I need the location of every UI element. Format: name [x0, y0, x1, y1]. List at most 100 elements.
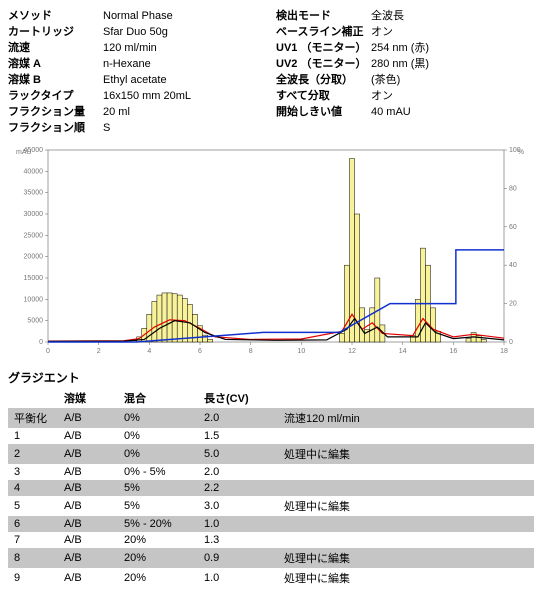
gradient-row: 3A/B0% - 5%2.0 — [8, 464, 534, 480]
param-value: Normal Phase — [103, 8, 266, 24]
gradient-cell: 平衡化 — [8, 408, 58, 428]
gradient-cell: 0% — [118, 428, 198, 444]
gradient-cell: 3.0 — [198, 496, 278, 516]
parameters-block: メソッドNormal PhaseカートリッジSfar Duo 50g流速120 … — [8, 8, 534, 136]
svg-text:15000: 15000 — [24, 275, 44, 282]
gradient-cell: 3 — [8, 464, 58, 480]
svg-text:10: 10 — [297, 348, 305, 355]
gradient-cell: A/B — [58, 428, 118, 444]
gradient-cell: 5.0 — [198, 444, 278, 464]
param-row: 開始しきい値40 mAU — [276, 104, 534, 120]
param-label: フラクション順 — [8, 120, 103, 136]
gradient-cell: 1.3 — [198, 532, 278, 548]
gradient-cell: A/B — [58, 444, 118, 464]
svg-text:14: 14 — [399, 348, 407, 355]
gradient-row: 9A/B20%1.0処理中に編集 — [8, 568, 534, 588]
gradient-cell: 処理中に編集 — [278, 496, 534, 516]
gradient-cell: A/B — [58, 516, 118, 532]
gradient-cell: 0% — [118, 408, 198, 428]
gradient-cell: A/B — [58, 548, 118, 568]
gradient-cell: 2.0 — [198, 464, 278, 480]
svg-text:60: 60 — [509, 224, 517, 231]
param-label: すべて分取 — [276, 88, 371, 104]
chromatogram-chart: 0500010000150002000025000300003500040000… — [8, 140, 534, 363]
gradient-cell: 4 — [8, 480, 58, 496]
gradient-cell: 5% — [118, 496, 198, 516]
gradient-col-header — [278, 388, 534, 408]
param-value: 280 nm (黒) — [371, 56, 534, 72]
param-row: ベースライン補正オン — [276, 24, 534, 40]
param-row: ラックタイプ16x150 mm 20mL — [8, 88, 266, 104]
svg-text:16: 16 — [449, 348, 457, 355]
gradient-col-header: 溶媒 — [58, 388, 118, 408]
gradient-cell: 6 — [8, 516, 58, 532]
param-value: 16x150 mm 20mL — [103, 88, 266, 104]
svg-text:5000: 5000 — [27, 318, 43, 325]
param-row: フラクション順S — [8, 120, 266, 136]
param-value: 全波長 — [371, 8, 534, 24]
gradient-col-header — [8, 388, 58, 408]
param-label: 検出モード — [276, 8, 371, 24]
gradient-cell: 処理中に編集 — [278, 568, 534, 588]
gradient-cell: A/B — [58, 496, 118, 516]
gradient-row: 4A/B5%2.2 — [8, 480, 534, 496]
svg-text:2: 2 — [97, 348, 101, 355]
param-label: 流速 — [8, 40, 103, 56]
svg-text:0: 0 — [39, 339, 43, 346]
param-row: 流速120 ml/min — [8, 40, 266, 56]
svg-text:35000: 35000 — [24, 190, 44, 197]
gradient-col-header: 混合 — [118, 388, 198, 408]
gradient-row: 8A/B20%0.9処理中に編集 — [8, 548, 534, 568]
svg-text:4: 4 — [147, 348, 151, 355]
svg-text:6: 6 — [198, 348, 202, 355]
gradient-cell: 9 — [8, 568, 58, 588]
param-label: カートリッジ — [8, 24, 103, 40]
param-value: Sfar Duo 50g — [103, 24, 266, 40]
param-value: 254 nm (赤) — [371, 40, 534, 56]
gradient-cell: 0% - 5% — [118, 464, 198, 480]
gradient-cell: 処理中に編集 — [278, 548, 534, 568]
param-row: 溶媒 An-Hexane — [8, 56, 266, 72]
gradient-cell: 2.2 — [198, 480, 278, 496]
param-row: メソッドNormal Phase — [8, 8, 266, 24]
svg-text:18: 18 — [500, 348, 508, 355]
gradient-cell: A/B — [58, 408, 118, 428]
svg-text:80: 80 — [509, 185, 517, 192]
gradient-cell — [278, 516, 534, 532]
param-row: UV1 （モニター）254 nm (赤) — [276, 40, 534, 56]
param-value: S — [103, 120, 266, 136]
svg-text:25000: 25000 — [24, 232, 44, 239]
param-value: オン — [371, 88, 534, 104]
param-value: n-Hexane — [103, 56, 266, 72]
gradient-cell: 20% — [118, 532, 198, 548]
svg-text:12: 12 — [348, 348, 356, 355]
gradient-cell: A/B — [58, 532, 118, 548]
param-label: UV1 （モニター） — [276, 40, 371, 56]
gradient-cell: 流速120 ml/min — [278, 408, 534, 428]
gradient-cell: 0.9 — [198, 548, 278, 568]
gradient-row: 平衡化A/B0%2.0流速120 ml/min — [8, 408, 534, 428]
gradient-row: 1A/B0%1.5 — [8, 428, 534, 444]
svg-text:%: % — [518, 149, 524, 156]
param-label: メソッド — [8, 8, 103, 24]
gradient-row: 2A/B0%5.0処理中に編集 — [8, 444, 534, 464]
svg-text:mAU: mAU — [16, 149, 32, 156]
gradient-cell: 1.0 — [198, 568, 278, 588]
gradient-cell: A/B — [58, 568, 118, 588]
param-label: フラクション量 — [8, 104, 103, 120]
svg-text:10000: 10000 — [24, 296, 44, 303]
params-right-col: 検出モード全波長ベースライン補正オンUV1 （モニター）254 nm (赤)UV… — [276, 8, 534, 136]
gradient-table: 溶媒混合長さ(CV) 平衡化A/B0%2.0流速120 ml/min1A/B0%… — [8, 388, 534, 588]
svg-text:8: 8 — [249, 348, 253, 355]
param-value: 20 ml — [103, 104, 266, 120]
param-row: 溶媒 BEthyl acetate — [8, 72, 266, 88]
svg-text:30000: 30000 — [24, 211, 44, 218]
param-row: 全波長（分取）(茶色) — [276, 72, 534, 88]
params-left-col: メソッドNormal PhaseカートリッジSfar Duo 50g流速120 … — [8, 8, 266, 136]
svg-text:40: 40 — [509, 262, 517, 269]
param-value: オン — [371, 24, 534, 40]
gradient-cell: 5% — [118, 480, 198, 496]
param-value: (茶色) — [371, 72, 534, 88]
gradient-cell — [278, 464, 534, 480]
gradient-cell: 5 — [8, 496, 58, 516]
